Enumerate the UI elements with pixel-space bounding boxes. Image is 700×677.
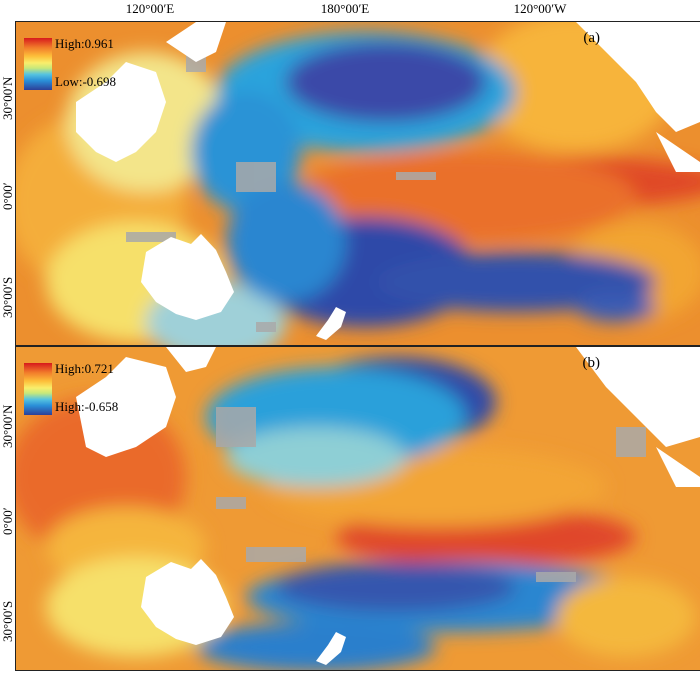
- lat-label-0-a: 0°00′: [0, 182, 15, 210]
- land-asia-b: [76, 357, 176, 457]
- map-panel-a: High:0.961 Low:-0.698 (a): [15, 21, 700, 346]
- land-new-zealand-b: [316, 632, 346, 665]
- lon-label-120w: 120°00′W: [513, 1, 567, 16]
- map-panel-b: High:0.721 High:-0.658 (b): [15, 346, 700, 671]
- land-asia-a: [76, 62, 166, 162]
- land-new-zealand-a: [316, 307, 346, 340]
- land-north-america-a: [576, 22, 700, 132]
- land-north-america-b: [576, 347, 700, 447]
- lat-label-30s-b: 30°00′S: [0, 600, 15, 642]
- longitude-axis: 120°00′E 180°00′E 120°00′W: [0, 0, 700, 20]
- lat-label-0-b: 0°00′: [0, 507, 15, 535]
- correlation-map-b: [16, 347, 700, 670]
- legend-colorbar-a: [24, 38, 52, 90]
- lon-label-120e: 120°00′E: [125, 1, 175, 16]
- lat-label-30n-b: 30°00′N: [0, 404, 15, 448]
- legend-low-a: Low:-0.698: [55, 74, 117, 89]
- land-australia-b: [141, 559, 234, 645]
- legend-low-b: High:-0.658: [55, 399, 119, 414]
- land-australia-a: [141, 234, 234, 320]
- legend-high-a: High:0.961: [55, 36, 114, 51]
- panel-label-a: (a): [583, 30, 600, 46]
- legend-colorbar-b: [24, 363, 52, 415]
- lon-label-180e: 180°00′E: [320, 1, 370, 16]
- panel-label-b: (b): [582, 355, 601, 371]
- lat-label-30s-a: 30°00′S: [0, 276, 15, 318]
- correlation-map-a: [16, 22, 700, 345]
- legend-high-b: High:0.721: [55, 361, 114, 376]
- lat-label-30n-a: 30°00′N: [0, 76, 15, 120]
